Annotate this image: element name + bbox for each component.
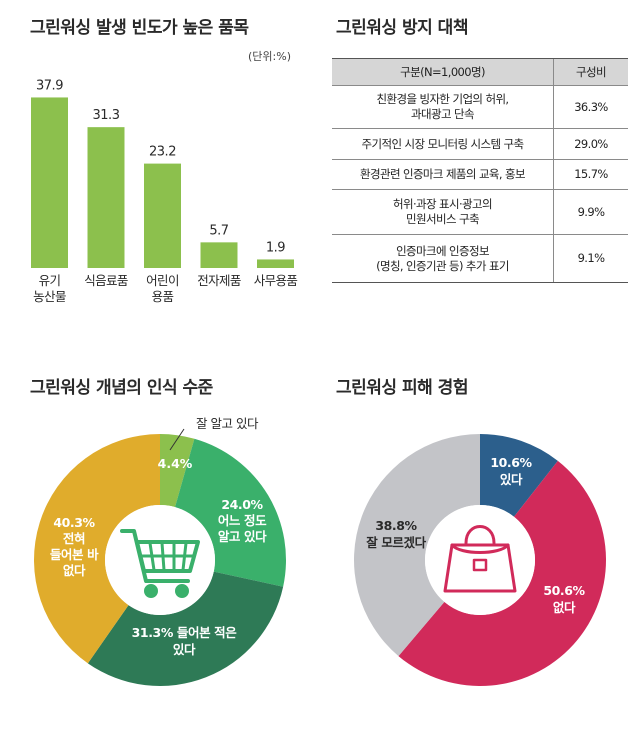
bar-category-label: 사무용품 bbox=[254, 273, 298, 288]
bar bbox=[144, 163, 181, 268]
bar-value-label: 1.9 bbox=[266, 240, 285, 255]
damage-donut-slice bbox=[354, 434, 480, 657]
awareness-donut-slice bbox=[33, 434, 161, 664]
table-header-category: 구분(N=1,000명) bbox=[332, 58, 554, 86]
bar-value-label: 31.3 bbox=[93, 108, 120, 123]
awareness-donut-center bbox=[105, 505, 215, 615]
leader-line bbox=[169, 428, 185, 451]
damage-donut-slice bbox=[480, 434, 558, 517]
bar-category-label: 전자제품 bbox=[197, 273, 241, 288]
bar-chart-unit: (단위:%) bbox=[248, 50, 291, 63]
slice-percent-label: 4.4% bbox=[158, 456, 193, 471]
slice-label: 40.3% 전혀 들어본 바 없다 bbox=[50, 515, 99, 578]
bar-chart-title: 그린워싱 발생 빈도가 높은 품목 bbox=[30, 18, 249, 38]
table-title: 그린워싱 방지 대책 bbox=[336, 18, 468, 38]
bar bbox=[31, 97, 68, 268]
prevention-table: 구분(N=1,000명) 구성비 친환경을 빙자한 기업의 허위, 과대광고 단… bbox=[332, 58, 628, 283]
table-cell-label: 환경관련 인증마크 제품의 교육, 홍보 bbox=[332, 159, 554, 190]
table-cell-value: 15.7% bbox=[553, 159, 628, 190]
awareness-donut-slice bbox=[175, 438, 286, 587]
table-row: 환경관련 인증마크 제품의 교육, 홍보 15.7% bbox=[332, 159, 628, 190]
donut2-title: 그린워싱 피해 경험 bbox=[336, 378, 468, 398]
bar bbox=[257, 259, 294, 268]
slice-label: 38.8% 잘 모르겠다 bbox=[366, 518, 426, 550]
table-row: 주기적인 시장 모니터링 시스템 구축 29.0% bbox=[332, 128, 628, 160]
table-cell-label: 인증마크에 인증정보 (명칭, 인증기관 등) 추가 표기 bbox=[332, 234, 554, 283]
bar-category-label: 어린이 용품 bbox=[146, 273, 179, 304]
slice-label: 잘 알고 있다 bbox=[196, 416, 259, 431]
table-cell-label: 주기적인 시장 모니터링 시스템 구축 bbox=[332, 128, 554, 160]
awareness-donut-slice bbox=[160, 434, 195, 508]
bar-value-label: 5.7 bbox=[209, 223, 228, 238]
bar-category-label: 유기 농산물 bbox=[33, 273, 66, 304]
table-header-ratio: 구성비 bbox=[553, 58, 628, 86]
bar-category-label: 식음료품 bbox=[84, 273, 128, 288]
table-cell-value: 9.1% bbox=[553, 234, 628, 283]
table-cell-value: 9.9% bbox=[553, 189, 628, 235]
bar-value-label: 23.2 bbox=[149, 145, 176, 160]
table-row: 친환경을 빙자한 기업의 허위, 과대광고 단속 36.3% bbox=[332, 85, 628, 129]
table-cell-label: 친환경을 빙자한 기업의 허위, 과대광고 단속 bbox=[332, 85, 554, 129]
table-row: 허위·과장 표시·광고의 민원서비스 구축 9.9% bbox=[332, 189, 628, 235]
bar-chart: 37.9 유기 농산물 31.3 식음료품 23.2 어린이 용품 5.7 전자제품 1.9 사무용품 bbox=[31, 78, 298, 304]
slice-label: 10.6% 있다 bbox=[490, 455, 532, 487]
table-cell-value: 36.3% bbox=[553, 85, 628, 129]
table-cell-value: 29.0% bbox=[553, 128, 628, 160]
bar bbox=[200, 242, 238, 268]
table-row: 인증마크에 인증정보 (명칭, 인증기관 등) 추가 표기 9.1% bbox=[332, 234, 628, 283]
donut1-title: 그린워싱 개념의 인식 수준 bbox=[30, 378, 213, 398]
awareness-donut-chart: 4.4% 잘 알고 있다 24.0% 어느 정도 알고 있다 31.3% 들어본 적은 있다… bbox=[33, 416, 286, 686]
bar-value-label: 37.9 bbox=[36, 78, 63, 93]
shopping-cart-icon bbox=[120, 529, 200, 598]
awareness-donut-slice bbox=[87, 571, 284, 686]
table-cell-label: 허위·과장 표시·광고의 민원서비스 구축 bbox=[332, 189, 554, 235]
slice-label: 24.0% 어느 정도 알고 있다 bbox=[218, 497, 267, 544]
bar bbox=[87, 127, 125, 269]
slice-label: 31.3% 들어본 적은 있다 bbox=[132, 625, 238, 657]
damage-donut-slice bbox=[398, 460, 606, 686]
slice-label: 50.6% 없다 bbox=[543, 583, 585, 615]
damage-donut-chart: 10.6% 있다 50.6% 없다 38.8% 잘 모르겠다 bbox=[354, 434, 606, 686]
handbag-icon bbox=[443, 525, 517, 593]
